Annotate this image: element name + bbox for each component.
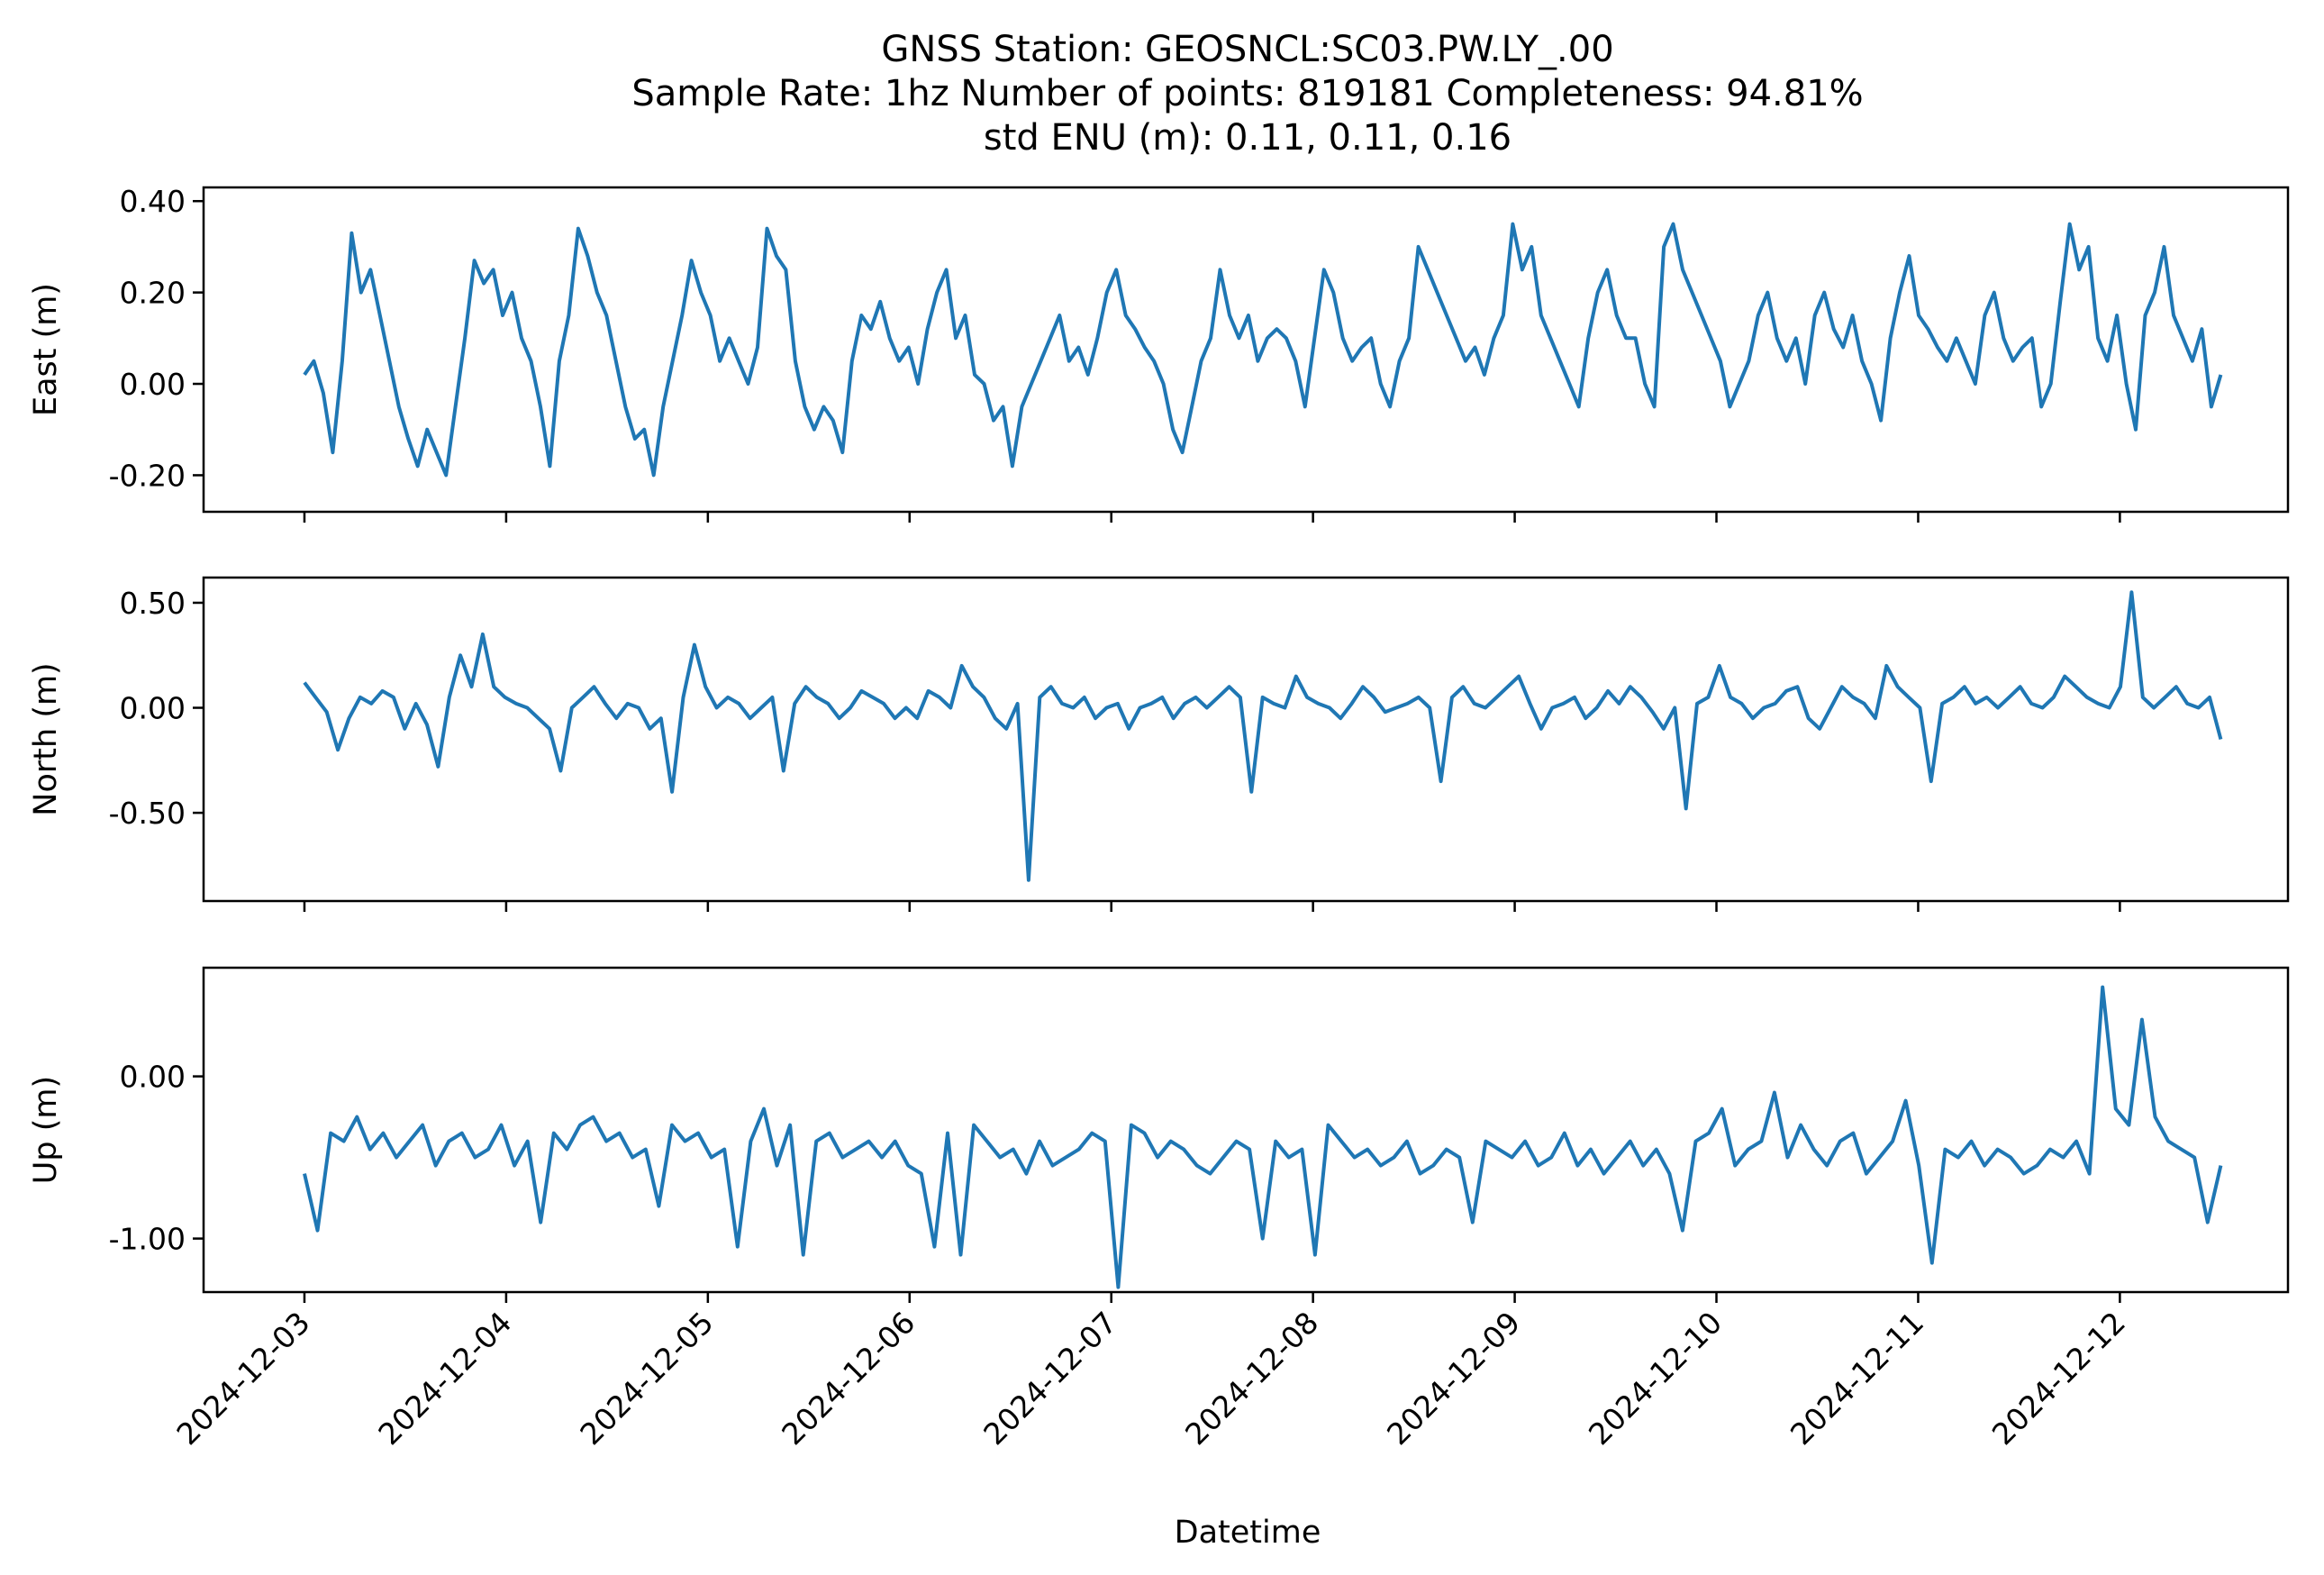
y-tick-label: 0.00 — [120, 691, 186, 726]
series-line-up — [303, 985, 2223, 1289]
x-tick-label: 2024-12-08 — [1178, 1305, 1325, 1452]
x-tick-label: 2024-12-09 — [1380, 1305, 1527, 1452]
chart-title-line: GNSS Station: GEOSNCL:SC03.PW.LY_.00 — [881, 29, 1613, 70]
x-tick-label: 2024-12-06 — [775, 1305, 921, 1452]
x-tick-label: 2024-12-10 — [1582, 1305, 1729, 1452]
subplot-up: -1.00 0.00 Up (m) — [28, 966, 2290, 1303]
x-tick-label: 2024-12-11 — [1784, 1305, 1930, 1452]
plot-frame — [202, 966, 2290, 1294]
x-tick-label: 2024-12-03 — [169, 1305, 316, 1452]
x-tick-label: 2024-12-07 — [976, 1305, 1123, 1452]
y-tick-label: 0.00 — [120, 367, 186, 402]
chart-title: GNSS Station: GEOSNCL:SC03.PW.LY_.00Samp… — [631, 29, 1863, 159]
chart-title-line: Sample Rate: 1hz Number of points: 81918… — [631, 73, 1863, 114]
y-axis-label: Up (m) — [28, 1076, 64, 1184]
y-tick-label: -0.20 — [109, 458, 186, 493]
x-tick-label: 2024-12-05 — [573, 1305, 720, 1452]
subplot-east: -0.20 0.00 0.20 0.40 East (m) — [28, 184, 2290, 523]
y-tick-label: -1.00 — [109, 1222, 186, 1257]
x-tick-label: 2024-12-04 — [371, 1305, 518, 1452]
chart-title-line: std ENU (m): 0.11, 0.11, 0.16 — [984, 117, 1512, 159]
x-tick-label: 2024-12-12 — [1985, 1305, 2132, 1452]
y-tick-label: 0.00 — [120, 1060, 186, 1095]
x-axis-ticks: 2024-12-03 2024-12-04 2024-12-05 2024-12-06… — [169, 1305, 2132, 1452]
subplot-north: -0.50 0.00 0.50 North (m) — [28, 576, 2290, 912]
series-line-east — [303, 222, 2223, 478]
x-axis-label: Datetime — [1175, 1515, 1321, 1551]
y-tick-label: 0.50 — [120, 586, 186, 621]
y-tick-label: 0.20 — [120, 276, 186, 311]
y-tick-label: 0.40 — [120, 184, 186, 219]
series-line-north — [303, 590, 2223, 882]
plot-frame — [202, 576, 2290, 903]
plot-frame — [202, 186, 2290, 514]
subplot-panels: -0.20 0.00 0.20 0.40 East (m) -0.50 0.00 0.50 No… — [28, 184, 2290, 1303]
y-axis-label: North (m) — [28, 662, 64, 815]
y-tick-label: -0.50 — [109, 796, 186, 831]
y-axis-label: East (m) — [28, 283, 64, 416]
